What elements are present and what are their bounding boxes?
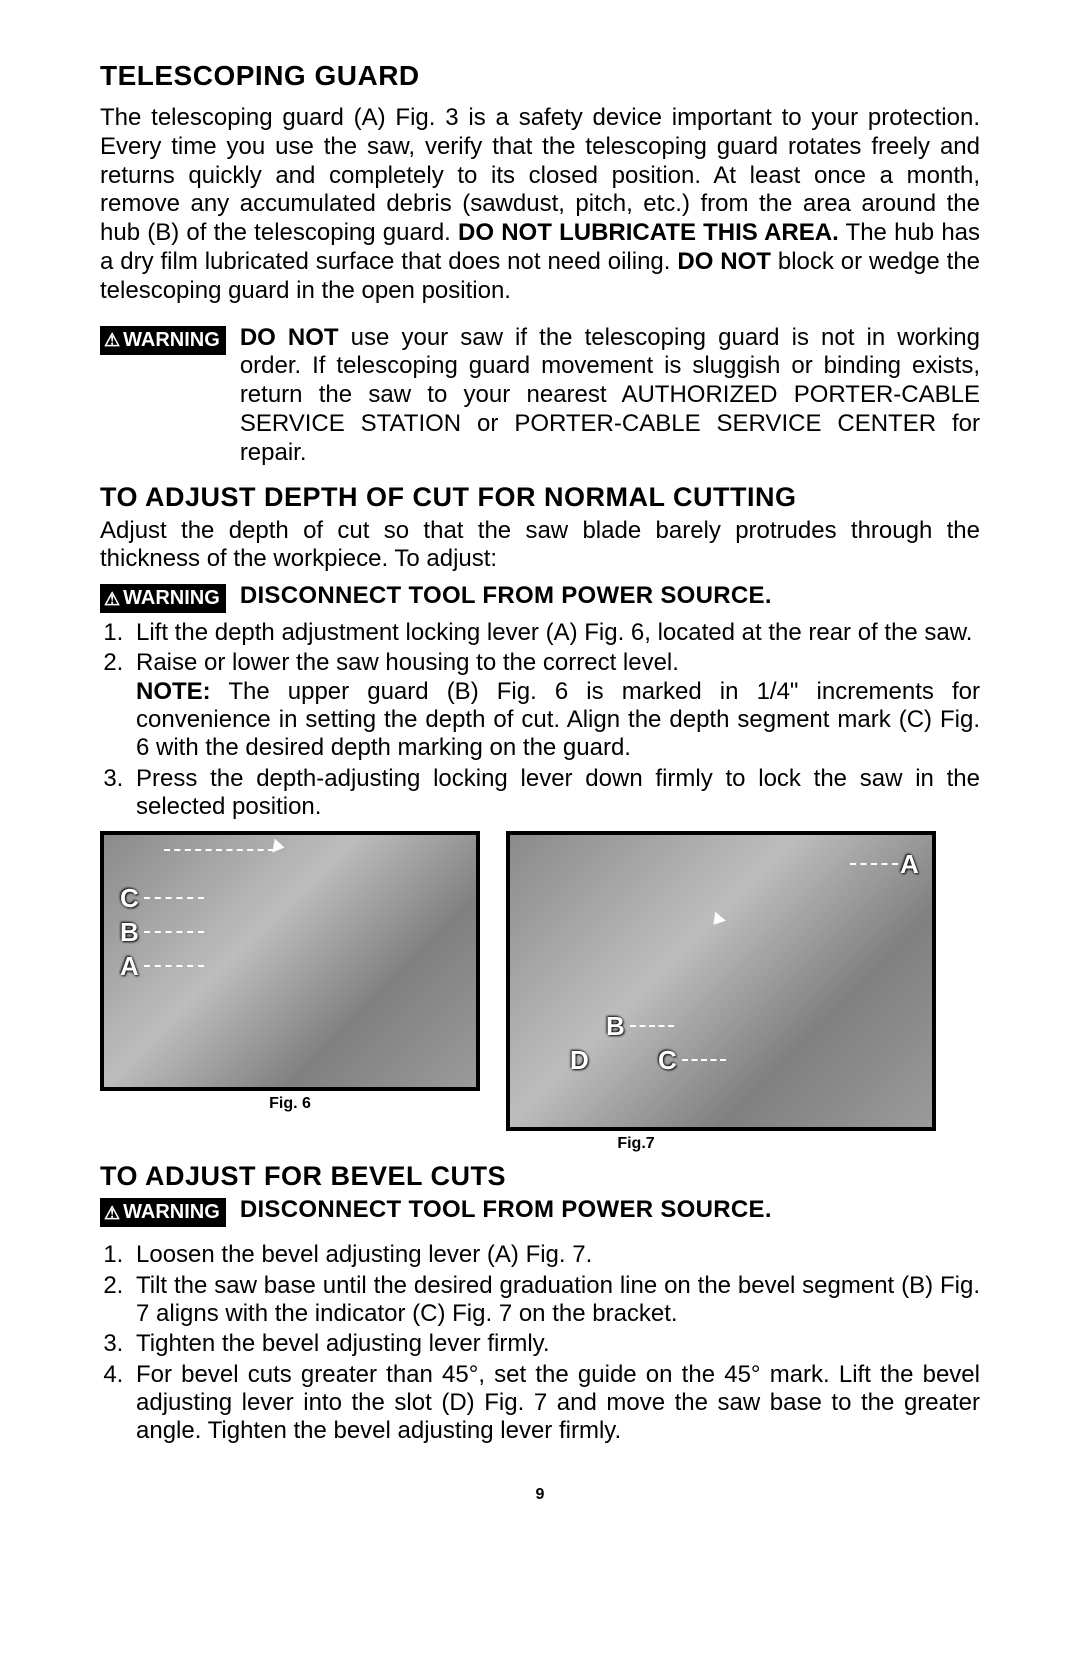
bevel-steps: Loosen the bevel adjusting lever (A) Fig… xyxy=(100,1241,980,1445)
figure-callout-label: C xyxy=(658,1045,677,1076)
callout-arrow-icon xyxy=(708,912,726,929)
alert-icon: ⚠ xyxy=(104,590,120,608)
list-item: Press the depth-adjusting locking lever … xyxy=(130,765,980,822)
manual-page: TELESCOPING GUARD The telescoping guard … xyxy=(0,0,1080,1544)
para-depth-intro: Adjust the depth of cut so that the saw … xyxy=(100,517,980,575)
figure-7: A BD C xyxy=(506,831,936,1131)
list-item: Tilt the saw base until the desired grad… xyxy=(130,1272,980,1329)
figure-callout-label: A xyxy=(900,849,919,880)
figure-callout-label: A xyxy=(120,951,139,982)
warning-badge-label: WARNING xyxy=(123,587,220,610)
heading-bevel: TO ADJUST FOR BEVEL CUTS xyxy=(100,1161,980,1192)
depth-steps: Lift the depth adjustment locking lever … xyxy=(100,619,980,821)
warning-bevel-text: DISCONNECT TOOL FROM POWER SOURCE. xyxy=(240,1196,772,1224)
heading-depth: TO ADJUST DEPTH OF CUT FOR NORMAL CUTTIN… xyxy=(100,482,980,513)
warning-badge: ⚠ WARNING xyxy=(100,326,226,355)
list-item: Loosen the bevel adjusting lever (A) Fig… xyxy=(130,1241,980,1269)
warning-telescoping: ⚠ WARNING DO NOT use your saw if the tel… xyxy=(100,324,980,468)
warning-depth-text: DISCONNECT TOOL FROM POWER SOURCE. xyxy=(240,582,772,610)
page-number: 9 xyxy=(100,1486,980,1504)
warning-badge: ⚠ WARNING xyxy=(100,584,226,613)
figure-7-caption: Fig.7 xyxy=(506,1135,766,1153)
callout-dash xyxy=(682,1059,726,1061)
warning-badge-label: WARNING xyxy=(123,1201,220,1224)
para-telescoping: The telescoping guard (A) Fig. 3 is a sa… xyxy=(100,104,980,306)
callout-dash xyxy=(630,1025,674,1027)
figure-callout-label: B xyxy=(120,917,139,948)
figure-callout-label: D xyxy=(570,1045,589,1076)
warning-telescoping-text: DO NOT use your saw if the telescoping g… xyxy=(240,324,980,468)
callout-dash xyxy=(144,965,204,967)
figures-row: CBA Fig. 6 ABDC Fig.7 xyxy=(100,831,980,1153)
list-item: Raise or lower the saw housing to the co… xyxy=(130,649,980,762)
list-item: Tighten the bevel adjusting lever firmly… xyxy=(130,1330,980,1358)
warning-bevel: ⚠ WARNING DISCONNECT TOOL FROM POWER SOU… xyxy=(100,1196,980,1227)
warning-depth: ⚠ WARNING DISCONNECT TOOL FROM POWER SOU… xyxy=(100,582,980,613)
callout-dash xyxy=(144,897,204,899)
alert-icon: ⚠ xyxy=(104,331,120,349)
callout-dash xyxy=(164,849,274,851)
figure-6-wrap: CBA Fig. 6 xyxy=(100,831,480,1153)
callout-dash xyxy=(850,863,898,865)
heading-telescoping: TELESCOPING GUARD xyxy=(100,60,980,92)
list-item: Lift the depth adjustment locking lever … xyxy=(130,619,980,647)
alert-icon: ⚠ xyxy=(104,1204,120,1222)
figure-callout-label: B xyxy=(606,1011,625,1042)
warning-badge-label: WARNING xyxy=(123,329,220,352)
figure-6-caption: Fig. 6 xyxy=(100,1095,480,1113)
figure-6: CBA xyxy=(100,831,480,1091)
list-item: For bevel cuts greater than 45°, set the… xyxy=(130,1361,980,1446)
callout-arrow-icon xyxy=(272,839,285,855)
warning-badge: ⚠ WARNING xyxy=(100,1198,226,1227)
callout-dash xyxy=(144,931,204,933)
figure-7-wrap: A BD C Fig.7 xyxy=(506,831,936,1153)
figure-callout-label: C xyxy=(120,883,139,914)
